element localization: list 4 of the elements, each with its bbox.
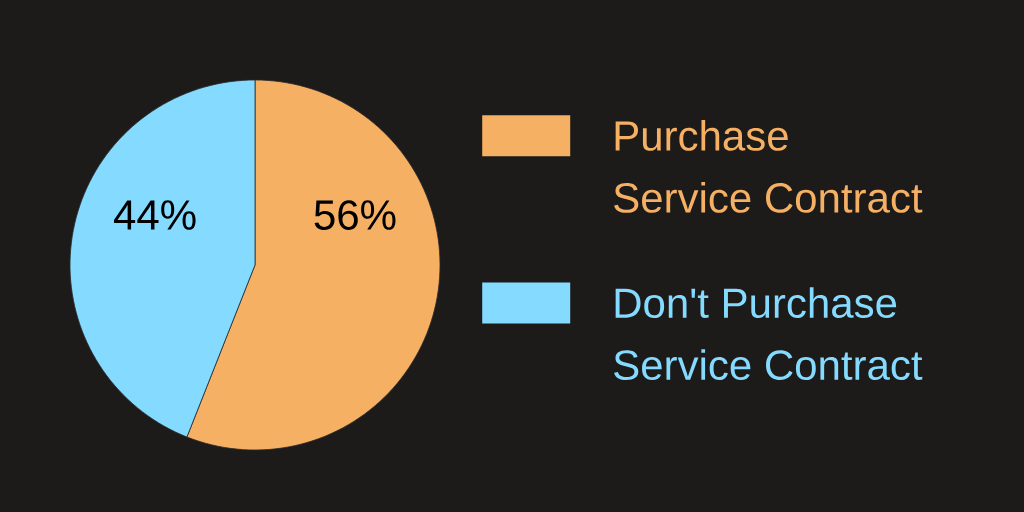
- legend-label: Purchase Service Contract: [614, 119, 923, 213]
- data-label: 56%: [314, 200, 396, 230]
- data-label: 44%: [113, 200, 196, 230]
- legend-label: Don't Purchase Service Contract: [614, 287, 923, 381]
